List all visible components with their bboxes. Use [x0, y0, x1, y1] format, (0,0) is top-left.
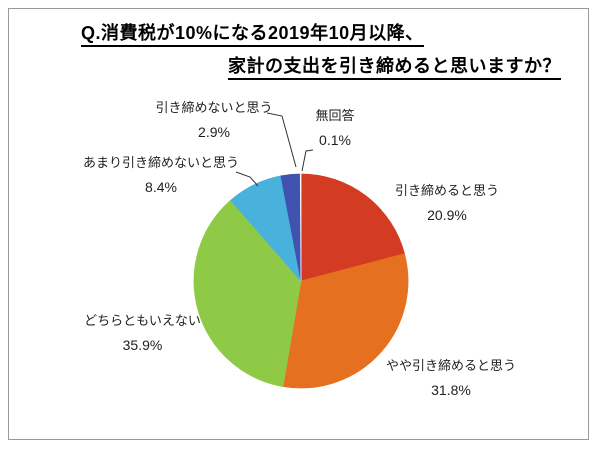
slice-label-pct: 8.4%	[145, 179, 177, 195]
chart-title-line-1-text: Q.消費税が10%になる2019年10月以降、	[81, 23, 424, 47]
slice-label-hikishimeru: 引き締めると思う 20.9%	[382, 182, 512, 223]
leader-line-hikishimenai	[266, 112, 297, 168]
pie-slice-2	[193, 199, 302, 387]
slice-label-hikishimenai: 引き締めないと思う 2.9%	[144, 99, 284, 140]
leader-line-amari	[235, 171, 259, 187]
slice-label-yaya: やや引き締めると思う 31.8%	[383, 357, 519, 398]
chart-title-line-2-text: 家計の支出を引き締めると思いますか？	[228, 56, 561, 80]
slice-label-mukaito: 無回答 0.1%	[295, 107, 375, 148]
pie-slice-1	[282, 253, 409, 389]
slice-label-name: あまり引き締めないと思う	[83, 155, 240, 170]
chart-title-line-1: Q.消費税が10%になる2019年10月以降、	[81, 19, 424, 47]
pie-slice-0	[300, 173, 405, 282]
pie-slice-5	[299, 173, 302, 282]
slice-label-pct: 35.9%	[122, 337, 163, 353]
slice-label-pct: 2.9%	[198, 124, 230, 140]
slice-label-name: 無回答	[315, 108, 355, 123]
leader-line-mukaito	[301, 149, 314, 172]
slice-label-name: やや引き締めると思う	[385, 358, 516, 373]
slice-label-dochira: どちらともいえない 35.9%	[75, 312, 210, 353]
pie-slices	[193, 173, 409, 389]
outer-frame	[8, 8, 589, 440]
slice-label-pct: 31.8%	[431, 382, 471, 398]
slice-label-amari: あまり引き締めないと思う 8.4%	[83, 154, 239, 195]
chart-title-line-2: 家計の支出を引き締めると思いますか？	[228, 52, 561, 80]
slice-label-pct: 20.9%	[427, 207, 467, 223]
slice-label-name: 引き締めないと思う	[155, 100, 273, 115]
slice-label-name: どちらともいえない	[84, 313, 201, 328]
slice-label-pct: 0.1%	[319, 132, 351, 148]
slice-label-name: 引き締めると思う	[394, 183, 499, 198]
